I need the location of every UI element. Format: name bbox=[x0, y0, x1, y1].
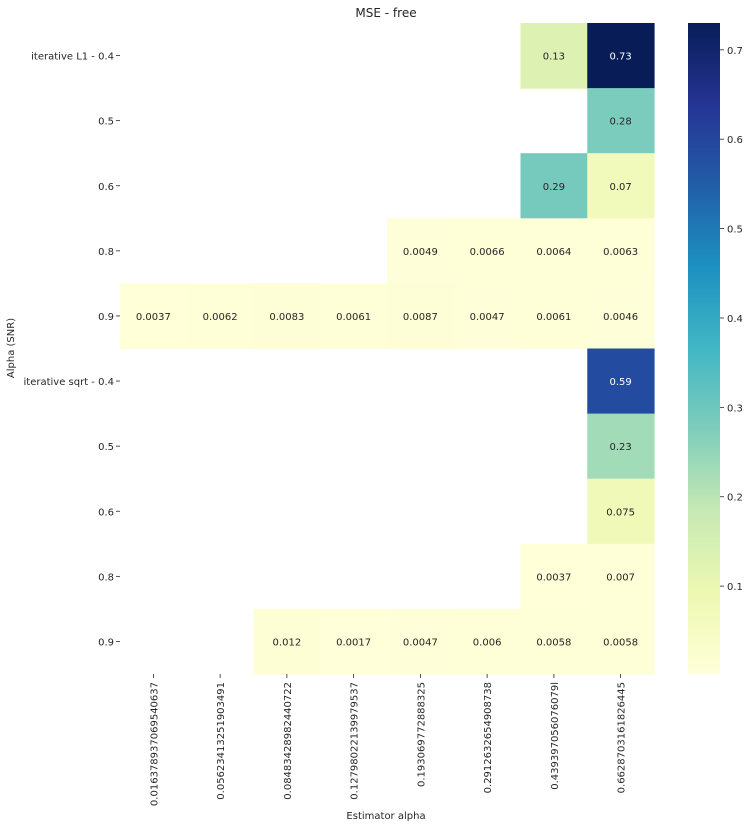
heatmap-cell bbox=[120, 283, 188, 350]
heatmap-cell bbox=[387, 218, 455, 284]
heatmap-cell bbox=[587, 478, 655, 545]
cell-value-label: 0.0062 bbox=[203, 312, 238, 323]
heatmap-cell bbox=[587, 88, 655, 154]
colorbar-ticks: 0.1 0.2 0.3 0.4 0.5 0.6 0.7 bbox=[720, 46, 743, 593]
heatmap-cell bbox=[453, 218, 522, 284]
cell-value-label: 0.0061 bbox=[536, 312, 571, 323]
cell-value-label: 0.075 bbox=[606, 507, 635, 518]
y-tick-label: 0.9 bbox=[98, 312, 114, 323]
cell-value-label: 0.0037 bbox=[536, 572, 571, 583]
heatmap-cell bbox=[520, 543, 588, 610]
x-tick-label: 0.12798022139979537 bbox=[350, 682, 361, 800]
heatmap-cell bbox=[587, 543, 655, 610]
heatmap-cell bbox=[320, 608, 388, 675]
heatmap-cell bbox=[520, 283, 588, 350]
x-tick-label: 0.193069772888325 bbox=[416, 682, 427, 787]
heatmap-cell bbox=[520, 23, 588, 89]
y-axis-ticks: iterative L1 - 0.4 0.5 0.6 0.8 0.9 iterative … bbox=[24, 52, 120, 648]
y-tick-label: iterative sqrt - 0.4 bbox=[24, 377, 115, 388]
cell-value-label: 0.29 bbox=[543, 182, 565, 193]
heatmap-cell bbox=[387, 283, 455, 350]
cell-value-label: 0.0061 bbox=[336, 312, 371, 323]
heatmap-cell bbox=[520, 218, 588, 284]
y-tick-label: 0.5 bbox=[98, 117, 114, 128]
cell-value-label: 0.0046 bbox=[603, 312, 638, 323]
cell-value-label: 0.012 bbox=[273, 637, 302, 648]
cell-value-label: 0.13 bbox=[543, 52, 565, 63]
x-axis-label: Estimator alpha bbox=[346, 811, 425, 822]
cell-value-label: 0.0063 bbox=[603, 247, 638, 258]
y-axis-label: Alpha (SNR) bbox=[6, 318, 17, 378]
cell-value-label: 0.007 bbox=[606, 572, 635, 583]
cell-value-label: 0.0083 bbox=[269, 312, 304, 323]
colorbar-tick-label: 0.1 bbox=[727, 582, 743, 593]
cell-value-label: 0.07 bbox=[609, 182, 631, 193]
heatmap-cell-labels: 0.13 0.73 0.28 0.29 0.07 0.0049 0.0066 0.0064 0.… bbox=[136, 52, 638, 649]
x-tick-label: 0.016378937069540637 bbox=[149, 682, 160, 806]
x-axis-ticks: 0.016378937069540637 0.05623413251903491 0… bbox=[149, 674, 628, 806]
y-tick-label: 0.9 bbox=[98, 637, 114, 648]
x-tick-label: 0.2912632654908738 bbox=[483, 682, 494, 793]
colorbar-tick-label: 0.2 bbox=[727, 493, 743, 504]
cell-value-label: 0.0064 bbox=[536, 247, 571, 258]
heatmap-cell bbox=[587, 153, 655, 219]
heatmap-cells bbox=[120, 23, 655, 675]
x-tick-label: 0.6628703161826445 bbox=[617, 682, 628, 793]
cell-value-label: 0.006 bbox=[473, 637, 502, 648]
heatmap-cell bbox=[253, 608, 321, 675]
heatmap-cell bbox=[587, 218, 655, 284]
heatmap-cell bbox=[587, 283, 655, 350]
heatmap-cell bbox=[587, 348, 655, 415]
cell-value-label: 0.0049 bbox=[403, 247, 438, 258]
x-tick-label: 0.439397056076079l bbox=[550, 682, 561, 790]
chart-title: MSE - free bbox=[355, 6, 416, 20]
colorbar-tick-label: 0.7 bbox=[727, 46, 743, 57]
y-tick-label: iterative L1 - 0.4 bbox=[31, 52, 114, 63]
cell-value-label: 0.0037 bbox=[136, 312, 171, 323]
heatmap-cell bbox=[186, 283, 255, 350]
y-tick-label: 0.8 bbox=[98, 572, 114, 583]
cell-value-label: 0.0058 bbox=[536, 637, 571, 648]
colorbar-tick-label: 0.5 bbox=[727, 225, 743, 236]
cell-value-label: 0.0066 bbox=[470, 247, 505, 258]
cell-value-label: 0.28 bbox=[609, 117, 631, 128]
heatmap-cell bbox=[520, 153, 588, 219]
heatmap-cell bbox=[253, 283, 321, 350]
cell-value-label: 0.0017 bbox=[336, 637, 371, 648]
heatmap-cell bbox=[387, 608, 455, 675]
heatmap-cell bbox=[587, 23, 655, 89]
x-tick-label: 0.08483428982440722 bbox=[283, 682, 294, 800]
cell-value-label: 0.0047 bbox=[403, 637, 438, 648]
colorbar-tick-label: 0.3 bbox=[727, 403, 743, 414]
y-tick-label: 0.6 bbox=[98, 182, 114, 193]
colorbar bbox=[688, 23, 720, 674]
colorbar-tick-label: 0.4 bbox=[727, 314, 743, 325]
colorbar-tick-label: 0.6 bbox=[727, 135, 743, 146]
cell-value-label: 0.59 bbox=[609, 377, 631, 388]
heatmap-cell bbox=[520, 608, 588, 675]
heatmap-cell bbox=[587, 413, 655, 480]
y-tick-label: 0.8 bbox=[98, 247, 114, 258]
cell-value-label: 0.73 bbox=[609, 52, 631, 63]
heatmap-cell bbox=[587, 608, 655, 675]
y-tick-label: 0.6 bbox=[98, 507, 114, 518]
x-tick-label: 0.05623413251903491 bbox=[216, 682, 227, 800]
cell-value-label: 0.0087 bbox=[403, 312, 438, 323]
cell-value-label: 0.0058 bbox=[603, 637, 638, 648]
heatmap-cell bbox=[453, 608, 522, 675]
heatmap-cell bbox=[320, 283, 388, 350]
cell-value-label: 0.0047 bbox=[470, 312, 505, 323]
heatmap-cell bbox=[453, 283, 522, 350]
y-tick-label: 0.5 bbox=[98, 442, 114, 453]
cell-value-label: 0.23 bbox=[609, 442, 631, 453]
